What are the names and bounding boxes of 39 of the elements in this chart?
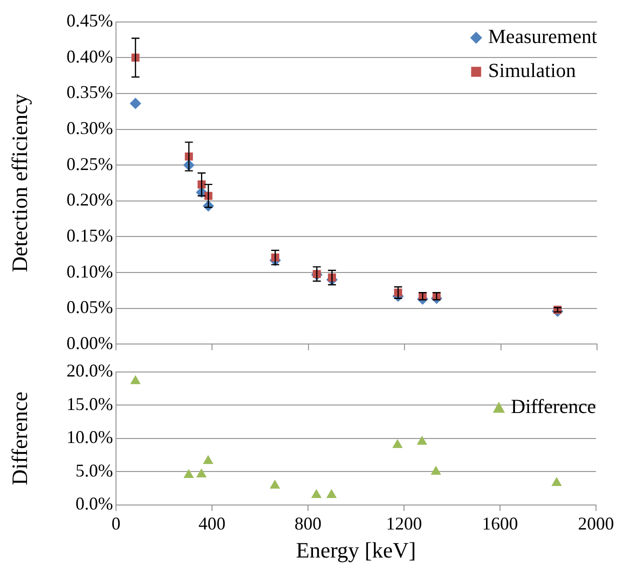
y-tick-label: 0.45% [66, 10, 113, 31]
x-tick-label: 400 [198, 514, 226, 534]
point [130, 376, 140, 384]
point [130, 98, 141, 109]
legend-label: Measurement [488, 26, 598, 48]
point [196, 468, 206, 478]
y-tick-label: 0.05% [66, 297, 113, 318]
point [417, 436, 427, 445]
x-tick-label: 1600 [482, 514, 518, 534]
x-tick-label: 1200 [386, 514, 422, 534]
y-tick-label: 15.0% [66, 394, 113, 414]
y-tick-label: 0.25% [66, 154, 113, 174]
point [326, 490, 336, 498]
y-tick-label: 10.0% [66, 427, 113, 448]
point [184, 470, 194, 478]
y-tick-label: 0.0% [76, 494, 113, 514]
point [203, 456, 213, 464]
point [392, 440, 402, 448]
point [552, 478, 562, 486]
y-axis-title: Difference [6, 392, 32, 486]
y-axis-title: Detection efficiency [6, 94, 32, 272]
y-tick-label: 5.0% [76, 460, 113, 480]
x-tick-label: 0 [112, 514, 120, 534]
legend-label: Simulation [488, 60, 576, 82]
y-tick-label: 0.15% [66, 225, 113, 246]
y-tick-label: 0.40% [66, 46, 113, 66]
point [431, 466, 441, 475]
x-axis-title: Energy [keV] [296, 538, 416, 563]
point [270, 480, 280, 489]
y-tick-label: 0.00% [66, 332, 113, 353]
y-tick-label: 20.0% [66, 360, 113, 381]
y-tick-label: 0.30% [66, 118, 113, 138]
y-tick-label: 0.20% [66, 190, 113, 210]
x-tick-label: 2000 [578, 514, 614, 534]
y-tick-label: 0.10% [66, 261, 113, 282]
legend-label: Difference [510, 396, 596, 418]
point [312, 490, 322, 498]
x-tick-label: 800 [294, 514, 322, 534]
y-tick-label: 0.35% [66, 82, 113, 102]
